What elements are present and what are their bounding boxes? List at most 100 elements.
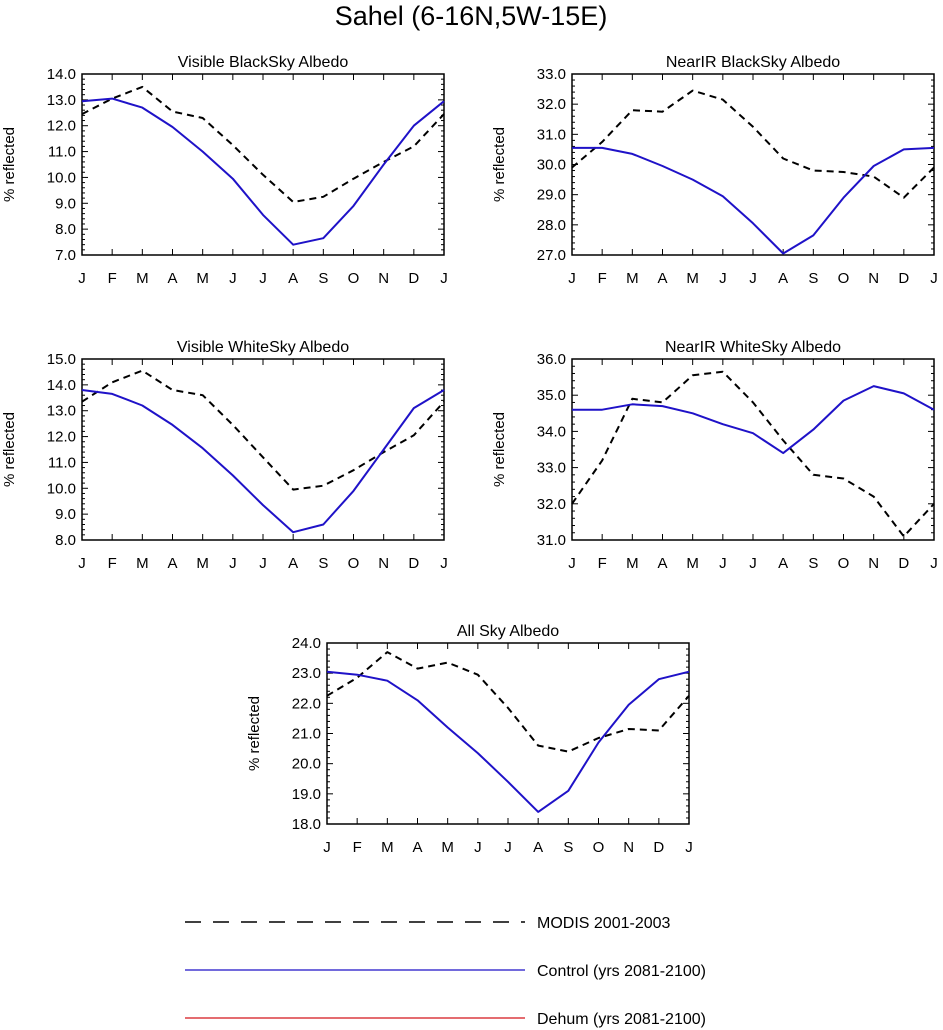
x-tick-label: J [229, 270, 237, 287]
plot-frame [571, 73, 935, 256]
x-tick-label: J [719, 270, 727, 287]
plot-frame [81, 73, 445, 256]
chart-panel: Visible BlackSky Albedo 7.0 8.0 9.0 10.0 11.0… [1, 54, 448, 287]
x-tick-label: S [318, 555, 328, 572]
x-tick-label: J [749, 555, 757, 572]
legend-label: Dehum (yrs 2081-2100) [537, 1011, 706, 1028]
y-tick-label: 27.0 [537, 247, 566, 264]
y-tick-label: 35.0 [537, 387, 566, 404]
x-tick-label: J [719, 555, 727, 572]
x-tick-label: N [378, 555, 389, 572]
x-tick-label: M [626, 555, 639, 572]
legend-item: Control (yrs 2081-2100) [185, 963, 706, 980]
x-tick-label: A [778, 270, 788, 287]
x-tick-label: M [626, 270, 639, 287]
x-tick-label: O [838, 270, 850, 287]
y-tick-label: 9.0 [55, 195, 76, 212]
x-tick-label: O [593, 839, 605, 856]
x-tick-label: M [441, 839, 454, 856]
y-tick-label: 13.0 [47, 403, 76, 420]
x-tick-label: A [657, 555, 667, 572]
y-tick-label: 24.0 [292, 635, 321, 652]
panels: Visible BlackSky Albedo 7.0 8.0 9.0 10.0 11.0… [1, 54, 938, 856]
x-tick-label: N [868, 270, 879, 287]
y-tick-label: 12.0 [47, 118, 76, 135]
x-tick-label: J [259, 555, 267, 572]
x-tick-label: S [808, 270, 818, 287]
x-tick-label: J [78, 555, 86, 572]
x-tick-label: J [259, 270, 267, 287]
x-tick-label: J [685, 839, 693, 856]
control-line [326, 670, 690, 813]
x-tick-label: A [778, 555, 788, 572]
x-tick-label: J [474, 839, 482, 856]
x-tick-label: J [568, 270, 576, 287]
y-axis-label: % reflected [246, 696, 263, 771]
x-tick-label: A [288, 270, 298, 287]
x-tick-label: O [348, 555, 360, 572]
y-tick-label: 22.0 [292, 695, 321, 712]
x-tick-label: F [598, 555, 607, 572]
panel-title: Visible WhiteSky Albedo [177, 339, 349, 356]
x-tick-label: J [930, 555, 938, 572]
x-tick-label: S [808, 555, 818, 572]
x-tick-label: S [318, 270, 328, 287]
y-tick-label: 11.0 [48, 454, 76, 471]
y-tick-label: 30.0 [537, 157, 566, 174]
control-line [81, 389, 445, 534]
figure-title: Sahel (6-16N,5W-15E) [335, 1, 608, 31]
x-tick-label: J [78, 270, 86, 287]
y-tick-label: 13.0 [47, 92, 76, 109]
y-tick-label: 29.0 [537, 187, 566, 204]
legend-item: MODIS 2001-2003 [185, 915, 671, 932]
x-tick-label: M [686, 555, 699, 572]
y-tick-label: 18.0 [292, 816, 321, 833]
x-tick-label: J [229, 555, 237, 572]
y-tick-label: 31.0 [537, 532, 566, 549]
y-tick-label: 9.0 [55, 506, 76, 523]
x-tick-label: J [440, 555, 448, 572]
chart-panel: NearIR WhiteSky Albedo 31.0 32.0 33.0 34.0 35… [491, 339, 938, 572]
y-tick-label: 32.0 [537, 96, 566, 113]
x-tick-label: D [653, 839, 664, 856]
y-tick-label: 23.0 [292, 665, 321, 682]
plot-frame [81, 358, 445, 541]
y-tick-label: 14.0 [47, 377, 76, 394]
panel-title: Visible BlackSky Albedo [178, 54, 349, 71]
modis-line [326, 651, 690, 753]
x-tick-label: D [898, 555, 909, 572]
chart-panel: All Sky Albedo 18.0 19.0 20.0 21.0 22.0 23.0 24… [246, 623, 693, 856]
x-tick-label: M [196, 270, 209, 287]
y-tick-label: 19.0 [292, 786, 321, 803]
y-axis-label: % reflected [491, 412, 508, 487]
x-tick-label: N [378, 270, 389, 287]
y-tick-label: 14.0 [47, 66, 76, 83]
x-tick-label: A [288, 555, 298, 572]
x-tick-label: M [136, 555, 149, 572]
x-tick-label: J [749, 270, 757, 287]
plot-frame [326, 642, 690, 825]
x-tick-label: A [657, 270, 667, 287]
x-tick-label: F [598, 270, 607, 287]
x-tick-label: M [686, 270, 699, 287]
control-line [572, 385, 935, 455]
y-tick-label: 33.0 [537, 66, 566, 83]
x-tick-label: J [504, 839, 512, 856]
legend: MODIS 2001-2003 Control (yrs 2081-2100) De… [185, 915, 706, 1028]
x-tick-label: F [108, 555, 117, 572]
legend-label: MODIS 2001-2003 [537, 915, 671, 932]
y-tick-label: 10.0 [47, 480, 76, 497]
chart-panel: NearIR BlackSky Albedo 27.0 28.0 29.0 30.0 31… [491, 54, 938, 287]
x-tick-label: D [408, 270, 419, 287]
x-tick-label: A [412, 839, 422, 856]
x-tick-label: M [136, 270, 149, 287]
x-tick-label: M [196, 555, 209, 572]
x-tick-label: A [533, 839, 543, 856]
x-tick-label: N [868, 555, 879, 572]
y-tick-label: 7.0 [55, 247, 76, 264]
y-tick-label: 15.0 [47, 351, 76, 368]
y-tick-label: 10.0 [47, 169, 76, 186]
x-tick-label: J [568, 555, 576, 572]
y-tick-label: 31.0 [537, 126, 566, 143]
y-tick-label: 36.0 [537, 351, 566, 368]
